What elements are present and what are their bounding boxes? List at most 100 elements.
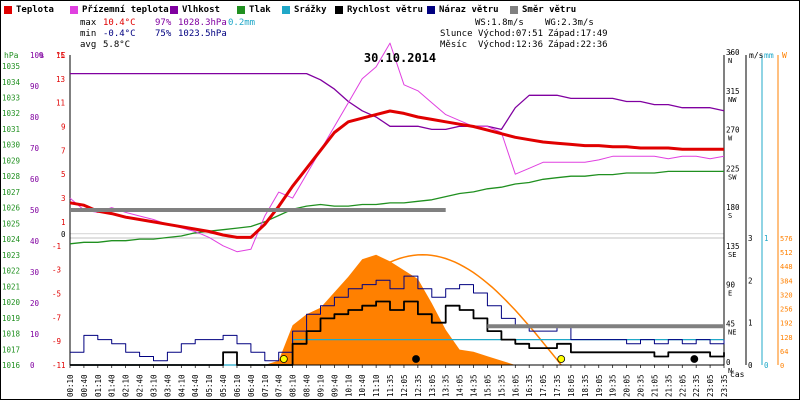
series-line-pressure — [69, 170, 724, 245]
legend-label: Rychlost větru — [347, 5, 423, 15]
series-line-gust — [70, 275, 725, 362]
x-tick-label: 20:05 — [623, 374, 632, 397]
radiation-tick-label: 576 — [780, 235, 793, 243]
x-tick-label: 13:35 — [442, 374, 451, 397]
legend-label: Směr větru — [522, 5, 577, 15]
moonset-marker — [690, 355, 699, 363]
legend-label: Tlak — [249, 5, 271, 15]
wind-speed-tick-label: 0 — [748, 361, 753, 370]
stat-sun-set: Západ:17:49 — [548, 29, 608, 39]
legend-swatch — [282, 6, 290, 14]
rain-tick-label: 1 — [764, 234, 769, 243]
x-tick-label: 23:35 — [720, 374, 729, 397]
temperature-tick-label: -11 — [52, 361, 66, 370]
x-tick-label: 14:05 — [456, 374, 465, 397]
stat-sun-label: Slunce — [440, 29, 473, 39]
x-tick-label: 08:10 — [289, 374, 298, 397]
x-tick-label: 21:05 — [650, 374, 659, 397]
pressure-tick-label: 1034 — [2, 78, 21, 87]
wind-dir-letter: SW — [728, 173, 737, 181]
x-tick-label: 20:35 — [637, 374, 646, 397]
radiation-tick-label: 256 — [780, 306, 793, 314]
series-line-temperature — [69, 109, 724, 239]
legend-swatch — [237, 6, 245, 14]
pressure-tick-label: 1027 — [2, 188, 20, 197]
radiation-tick-label: 384 — [780, 277, 793, 285]
pressure-tick-label: 1024 — [2, 235, 21, 244]
x-tick-label: 10:40 — [358, 374, 367, 397]
x-tick-label: 07:40 — [275, 374, 284, 397]
x-tick-label: 08:40 — [303, 374, 312, 397]
legend-item-2: Přízemní teplota — [70, 4, 169, 16]
humidity-tick-label: 20 — [30, 299, 40, 308]
radiation-tick-label: 192 — [780, 320, 793, 328]
temperature-tick-label: 3 — [61, 194, 66, 203]
stat-min-label: min — [80, 29, 97, 39]
legend-swatch — [70, 6, 78, 14]
pressure-tick-label: 1019 — [2, 314, 20, 323]
wind-dir-tick-label: 270 — [726, 126, 740, 135]
x-tick-label: 00:10 — [66, 374, 75, 397]
legend-swatch — [170, 6, 178, 14]
stat-max-label: max — [80, 18, 97, 28]
wind-dir-letter: N — [728, 57, 732, 65]
wind-speed-tick-label: 2 — [748, 276, 753, 285]
x-tick-label: 09:40 — [330, 374, 339, 397]
wind-dir-tick-label: 315 — [726, 87, 740, 96]
legend-swatch — [427, 6, 435, 14]
x-tick-label: 19:35 — [609, 374, 618, 397]
series-line-wind-dir — [70, 208, 724, 329]
legend-swatch — [4, 6, 12, 14]
radiation-tick-label: 0 — [780, 362, 784, 370]
wind-dir-letter: NW — [728, 96, 737, 104]
temperature-zero-label: 0 — [61, 230, 66, 239]
x-tick-label: 11:35 — [386, 374, 395, 397]
radiation-tick-label: 320 — [780, 291, 793, 299]
x-tick-label: 17:05 — [539, 374, 548, 397]
radiation-axis-label: W — [782, 51, 787, 60]
legend-swatch — [335, 6, 343, 14]
humidity-tick-label: 10 — [30, 330, 40, 339]
x-tick-label: 22:35 — [692, 374, 701, 397]
radiation-tick-label: 128 — [780, 334, 793, 342]
wind-dir-letter: SE — [728, 251, 736, 259]
pressure-tick-label: 1018 — [2, 330, 21, 339]
pressure-tick-label: 1023 — [2, 251, 20, 260]
x-tick-label: 16:05 — [511, 374, 520, 397]
legend-label: Srážky — [294, 5, 327, 15]
wind-dir-tick-label: 135 — [726, 242, 740, 251]
x-tick-label: 07:10 — [261, 374, 270, 397]
pressure-tick-label: 1020 — [2, 298, 21, 307]
x-tick-label: 03:10 — [150, 374, 159, 397]
x-tick-label: 12:05 — [400, 374, 409, 397]
rain-axis-label: mm — [764, 51, 774, 60]
series-line-humidity — [70, 72, 725, 131]
x-tick-label: 13:05 — [428, 374, 437, 397]
stat-ws: WS:1.8m/s — [475, 18, 524, 28]
sunset-marker — [557, 355, 566, 363]
wind-dir-letter: W — [728, 135, 733, 143]
temperature-tick-label: -5 — [52, 289, 61, 298]
pressure-tick-label: 1032 — [2, 109, 20, 118]
x-axis-label: čas — [730, 369, 745, 379]
x-tick-label: 10:10 — [344, 374, 353, 397]
humidity-tick-label: 30 — [30, 268, 40, 277]
temperature-tick-label: 7 — [61, 146, 66, 155]
stat-max-press: 1028.3hPa — [178, 18, 227, 28]
stat-wg: WG:2.3m/s — [545, 18, 594, 28]
stat-max-rain: 0.2mm — [228, 18, 256, 28]
pressure-tick-label: 1016 — [2, 361, 21, 370]
temperature-tick-label: 9 — [61, 123, 66, 132]
legend-label: Vlhkost — [182, 5, 220, 15]
pressure-axis-label: hPa — [4, 51, 19, 60]
x-tick-label: 05:10 — [205, 374, 214, 397]
legend-item-7: Náraz větru — [427, 4, 499, 16]
x-tick-label: 06:10 — [233, 374, 242, 397]
wind-dir-axis-label: ° — [728, 51, 733, 60]
humidity-tick-label: 40 — [30, 237, 40, 246]
temperature-tick-label: -7 — [52, 313, 61, 322]
x-tick-label: 11:10 — [372, 374, 381, 397]
x-tick-label: 23:05 — [706, 374, 715, 397]
humidity-tick-label: 80 — [30, 113, 40, 122]
wind-dir-letter: N — [728, 367, 732, 375]
